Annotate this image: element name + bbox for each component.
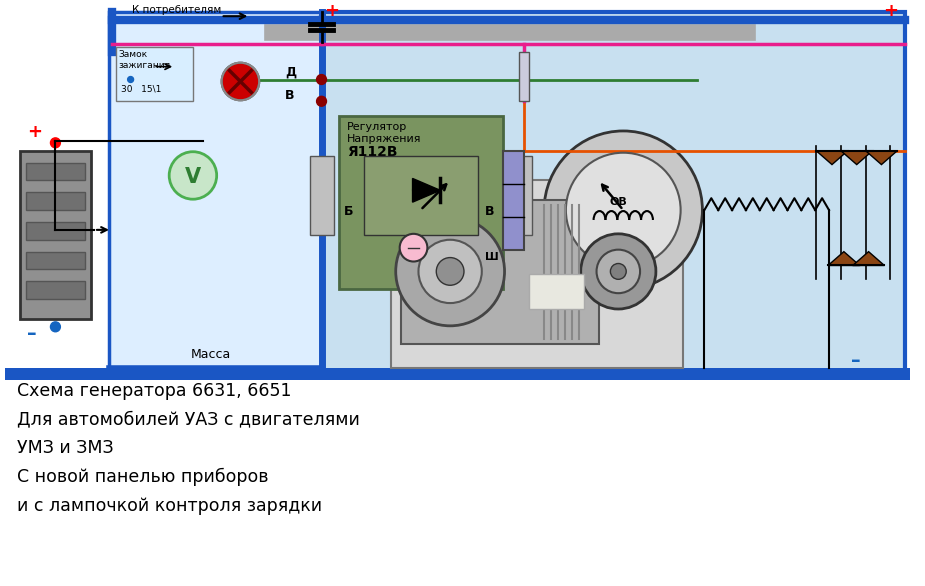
Text: –: – xyxy=(27,323,36,343)
Text: Замок: Замок xyxy=(118,50,148,59)
Text: УМЗ и ЗМЗ: УМЗ и ЗМЗ xyxy=(17,440,114,458)
Text: зажигания: зажигания xyxy=(118,60,171,70)
Text: +: + xyxy=(27,123,42,141)
Circle shape xyxy=(222,63,259,100)
Bar xyxy=(529,274,584,309)
Text: Схема генератора 6631, 6651: Схема генератора 6631, 6651 xyxy=(17,382,291,400)
Circle shape xyxy=(51,138,60,148)
Bar xyxy=(502,151,524,250)
Bar xyxy=(116,47,193,101)
Bar xyxy=(322,12,906,373)
Text: +: + xyxy=(325,2,339,20)
Bar xyxy=(26,192,85,210)
Bar xyxy=(401,200,598,343)
Circle shape xyxy=(597,250,640,293)
Circle shape xyxy=(610,264,626,280)
Text: 30   15\1: 30 15\1 xyxy=(121,84,161,93)
Text: Д: Д xyxy=(285,66,296,79)
Text: Ш: Ш xyxy=(485,251,499,261)
Text: Регулятор: Регулятор xyxy=(347,122,408,132)
Text: +: + xyxy=(883,2,898,20)
Circle shape xyxy=(396,217,504,326)
Bar xyxy=(26,162,85,180)
Polygon shape xyxy=(828,251,859,265)
Bar xyxy=(26,222,85,240)
Bar xyxy=(5,369,910,380)
Text: К потребителям: К потребителям xyxy=(131,5,221,15)
Polygon shape xyxy=(841,151,872,165)
Text: В: В xyxy=(285,89,294,103)
Bar xyxy=(26,251,85,270)
Circle shape xyxy=(418,240,482,303)
Polygon shape xyxy=(866,151,897,165)
Bar xyxy=(364,156,478,235)
Bar xyxy=(508,156,532,235)
Bar xyxy=(310,156,335,235)
Text: С новой панелью приборов: С новой панелью приборов xyxy=(17,468,268,486)
Polygon shape xyxy=(413,178,440,202)
Circle shape xyxy=(316,74,327,84)
Circle shape xyxy=(169,152,216,199)
Bar xyxy=(390,180,683,369)
Circle shape xyxy=(128,77,133,83)
Text: V: V xyxy=(185,168,201,188)
Circle shape xyxy=(400,234,427,261)
Text: В: В xyxy=(485,205,494,218)
Text: Я112В: Я112В xyxy=(347,145,398,159)
Circle shape xyxy=(316,96,327,106)
Text: Для автомобилей УАЗ с двигателями: Для автомобилей УАЗ с двигателями xyxy=(17,411,360,429)
Text: Б: Б xyxy=(344,205,353,218)
Circle shape xyxy=(566,153,681,267)
Text: –: – xyxy=(851,352,860,370)
Text: Напряжения: Напряжения xyxy=(347,134,422,144)
Text: ОВ: ОВ xyxy=(610,197,627,207)
Circle shape xyxy=(51,322,60,332)
Bar xyxy=(19,151,91,319)
Text: и с лампочкой контроля зарядки: и с лампочкой контроля зарядки xyxy=(17,497,322,515)
Polygon shape xyxy=(816,151,848,165)
Bar xyxy=(109,12,322,373)
Bar xyxy=(339,116,502,289)
Text: Масса: Масса xyxy=(191,349,231,362)
Bar xyxy=(26,281,85,299)
Circle shape xyxy=(581,234,656,309)
Polygon shape xyxy=(853,251,884,265)
Circle shape xyxy=(544,131,702,289)
Circle shape xyxy=(437,258,464,285)
Bar xyxy=(519,52,529,101)
